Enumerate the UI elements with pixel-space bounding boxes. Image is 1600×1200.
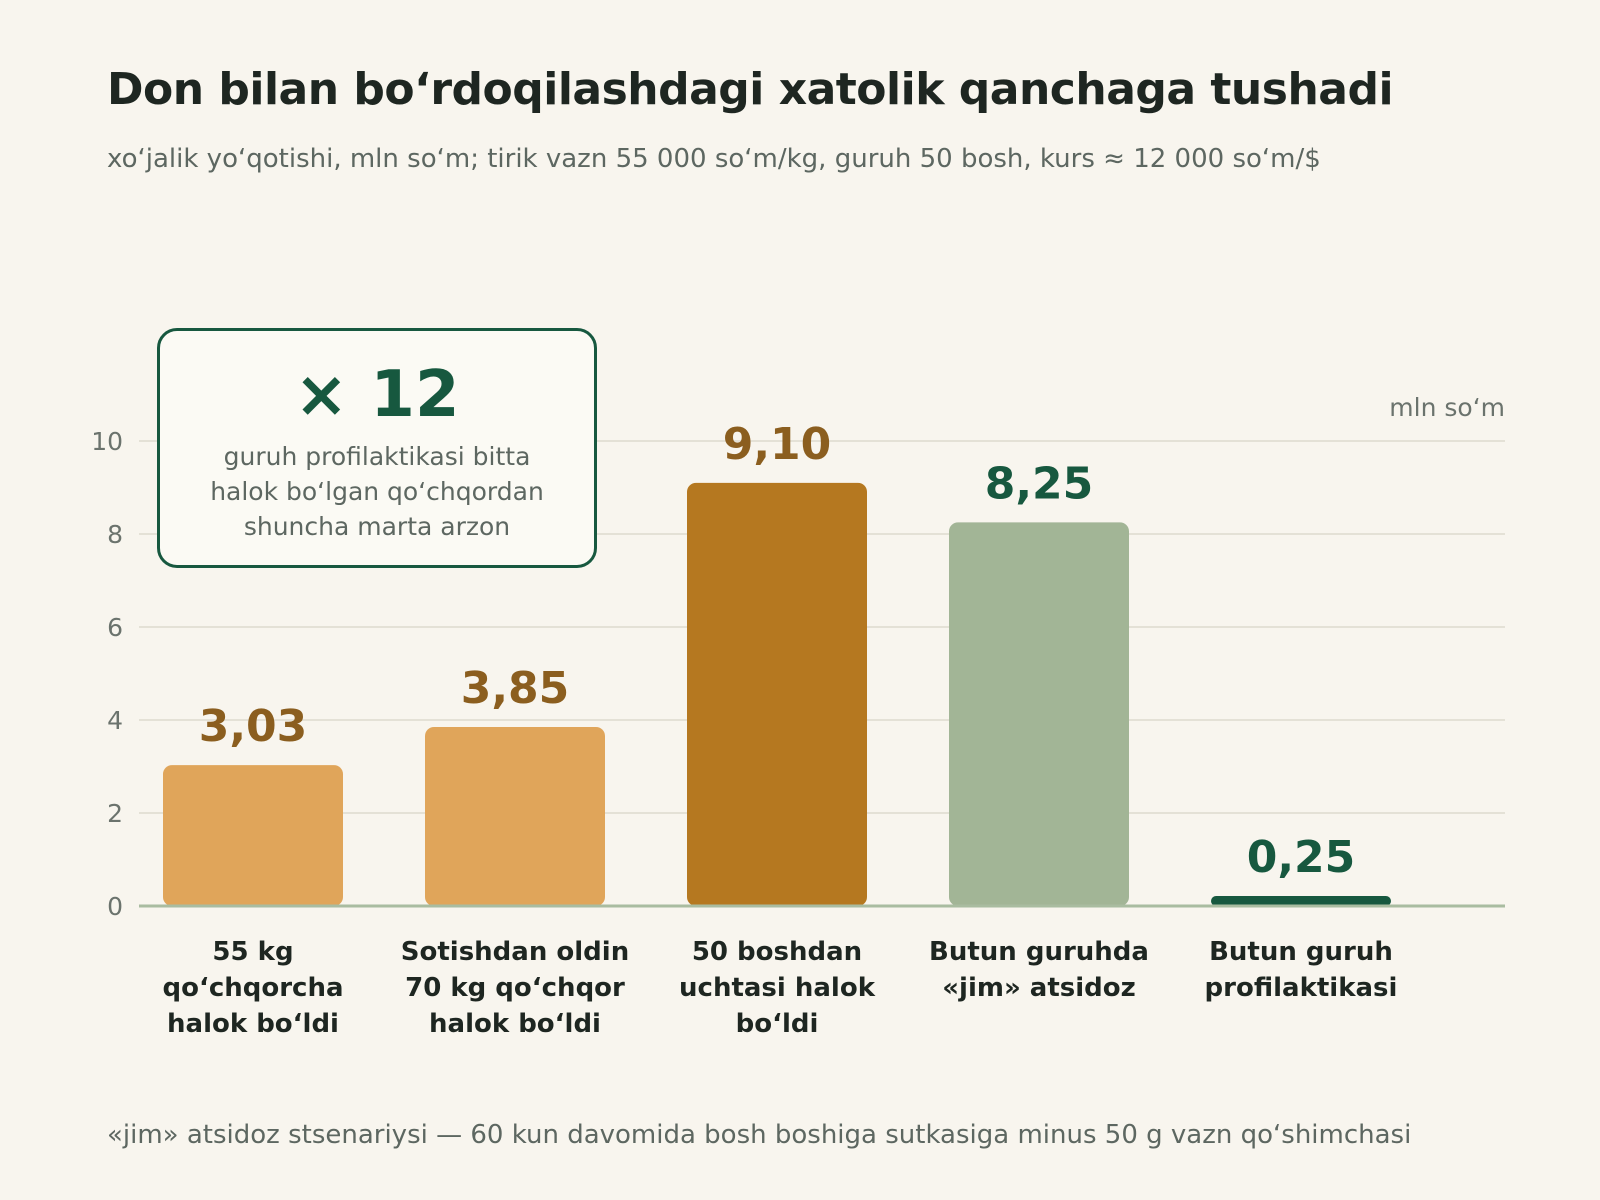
category-label: Butun guruhda «jim» atsidoz (929, 937, 1149, 1003)
ratio-callout: × 12 guruh profilaktikasi bitta halok bo… (157, 328, 597, 568)
bar-value-label: 3,03 (199, 701, 308, 752)
bar (1211, 896, 1391, 906)
category-label: 50 boshdan uchtasi halok bo‘ldi (679, 937, 875, 1039)
bar (687, 482, 867, 906)
category-label: 55 kg qo‘chqorcha halok bo‘ldi (162, 937, 344, 1039)
chart-title: Don bilan bo‘rdoqilashdagi xatolik qanch… (107, 64, 1394, 115)
bar-value-label: 9,10 (723, 419, 832, 470)
bar-value-label: 3,85 (461, 663, 570, 714)
y-tick-label: 0 (107, 892, 123, 921)
y-tick-label: 6 (107, 613, 123, 642)
footnote: «jim» atsidoz stsenariysi — 60 kun davom… (107, 1120, 1412, 1150)
bar (949, 522, 1129, 906)
y-tick-label: 8 (107, 520, 123, 549)
y-tick-label: 2 (107, 799, 123, 828)
bar (163, 765, 343, 906)
y-tick-label: 4 (107, 706, 123, 735)
unit-label: mln so‘m (1389, 393, 1505, 422)
callout-description: guruh profilaktikasi bitta halok bo‘lgan… (210, 442, 544, 541)
bar (425, 726, 605, 906)
category-label: Butun guruh profilaktikasi (1204, 937, 1398, 1003)
y-tick-label: 10 (91, 427, 123, 456)
callout-ratio: × 12 (294, 358, 460, 432)
bar-value-label: 0,25 (1247, 832, 1356, 883)
bar-value-label: 8,25 (985, 458, 1094, 509)
chart-subtitle: xo‘jalik yo‘qotishi, mln so‘m; tirik vaz… (107, 144, 1321, 174)
category-label: Sotishdan oldin 70 kg qo‘chqor halok bo‘… (400, 937, 630, 1039)
